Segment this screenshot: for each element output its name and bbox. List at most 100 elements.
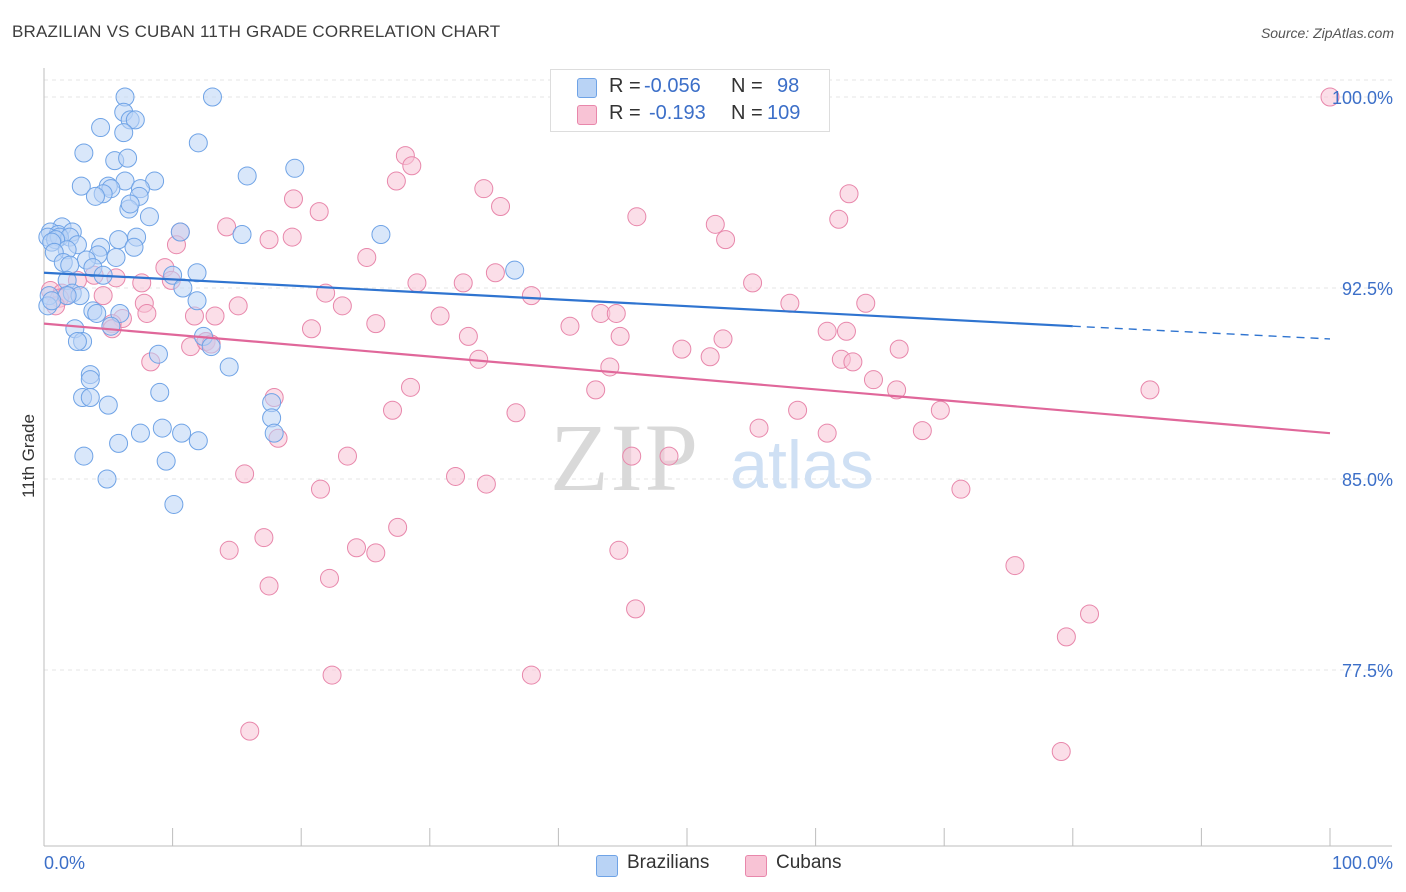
brazilians-point: [101, 316, 121, 336]
brazilians-trend-extension: [1072, 325, 1331, 340]
brazilians-point: [80, 370, 100, 390]
brazilians-point: [371, 225, 391, 245]
cubans-point: [912, 421, 932, 441]
r-label: R =: [609, 102, 641, 124]
brazilians-point: [237, 166, 257, 186]
cubans-point: [521, 286, 541, 306]
chart-title: BRAZILIAN VS CUBAN 11TH GRADE CORRELATIO…: [12, 22, 501, 41]
x-tick-label-min: 0.0%: [44, 853, 85, 873]
brazilians-point: [170, 222, 190, 242]
cubans-point: [366, 543, 386, 563]
y-tick-label: 77.5%: [1342, 661, 1393, 681]
cubans-point: [388, 517, 408, 537]
cubans-point: [521, 665, 541, 685]
brazilians-point: [188, 431, 208, 451]
cubans-point: [749, 418, 769, 438]
brazilians-point: [97, 469, 117, 489]
cubans-point: [319, 568, 339, 588]
axes: [43, 68, 1392, 847]
y-axis-label: 11th Grade: [19, 414, 38, 498]
x-tick-label-max: 100.0%: [1332, 853, 1393, 873]
stats-legend: R = -0.056 N = 98 R = -0.193 N = 109: [550, 69, 830, 132]
cubans-point: [713, 329, 733, 349]
cubans-point: [1056, 627, 1076, 647]
brazilians-point: [74, 446, 94, 466]
cubans-point: [366, 314, 386, 334]
cubans-point: [1080, 604, 1100, 624]
cubans-point: [283, 189, 303, 209]
brazilians-point: [80, 388, 100, 408]
r-label: R =: [609, 75, 641, 97]
brazilians-point: [91, 118, 111, 138]
brazilians-point: [67, 331, 87, 351]
cubans-point: [1051, 741, 1071, 761]
brazilians-point: [201, 337, 221, 357]
brazilians-point: [139, 207, 159, 227]
y-tick-label: 100.0%: [1332, 88, 1393, 108]
cubans-point: [282, 227, 302, 247]
cubans-point: [259, 576, 279, 596]
n-label: N =: [731, 102, 763, 124]
cubans-point: [829, 209, 849, 229]
watermark: ZIP atlas: [550, 404, 874, 511]
cubans-point: [402, 156, 422, 176]
cubans-point: [453, 273, 473, 293]
cubans-point: [235, 464, 255, 484]
cubans-point: [836, 321, 856, 341]
brazilians-point: [264, 423, 284, 443]
cubans-point: [228, 296, 248, 316]
cubans-point: [1320, 87, 1340, 107]
cubans-point: [788, 400, 808, 420]
brazilians-legend-swatch: [596, 855, 618, 877]
cubans-point: [843, 352, 863, 372]
y-tick-label: 85.0%: [1342, 470, 1393, 490]
legend-row-brazilians: R = -0.056 N = 98: [551, 74, 829, 100]
cubans-point: [259, 230, 279, 250]
cubans-point: [560, 316, 580, 336]
cubans-point: [240, 721, 260, 741]
brazilians-point: [98, 395, 118, 415]
y-tick-label: 92.5%: [1342, 279, 1393, 299]
cubans-point: [322, 665, 342, 685]
cubans-point: [887, 380, 907, 400]
brazilians-point: [118, 148, 138, 168]
cubans-point: [817, 321, 837, 341]
cubans-point: [606, 303, 626, 323]
cubans-point: [863, 370, 883, 390]
cubans-point: [951, 479, 971, 499]
cubans-point: [301, 319, 321, 339]
brazilians-point: [219, 357, 239, 377]
legend-row-cubans: R = -0.193 N = 109: [551, 101, 829, 127]
cubans-point: [310, 479, 330, 499]
brazilians-point: [232, 225, 252, 245]
brazilians-point: [120, 194, 140, 214]
cubans-point: [383, 400, 403, 420]
cubans-point: [491, 197, 511, 217]
cubans-point: [219, 540, 239, 560]
cubans-point: [430, 306, 450, 326]
cubans-point: [137, 303, 157, 323]
brazilians-point: [156, 451, 176, 471]
brazilians-point: [188, 133, 208, 153]
cubans-point: [743, 273, 763, 293]
cubans-point: [254, 528, 274, 548]
cubans-point: [626, 599, 646, 619]
cubans-point: [627, 207, 647, 227]
cubans-point: [609, 540, 629, 560]
brazilians-point: [187, 291, 207, 311]
cubans-point: [839, 184, 859, 204]
cubans-r-value: -0.193: [649, 102, 706, 124]
brazilians-point: [172, 423, 192, 443]
cubans-legend-label: Cubans: [776, 852, 842, 873]
cubans-swatch: [577, 105, 597, 125]
brazilians-point: [109, 433, 129, 453]
brazilians-point: [148, 344, 168, 364]
cubans-point: [337, 446, 357, 466]
cubans-point: [346, 538, 366, 558]
cubans-point: [217, 217, 237, 237]
brazilians-r-value: -0.056: [644, 75, 701, 97]
cubans-point: [716, 230, 736, 250]
brazilians-point: [85, 186, 105, 206]
watermark-atlas: atlas: [730, 427, 874, 503]
